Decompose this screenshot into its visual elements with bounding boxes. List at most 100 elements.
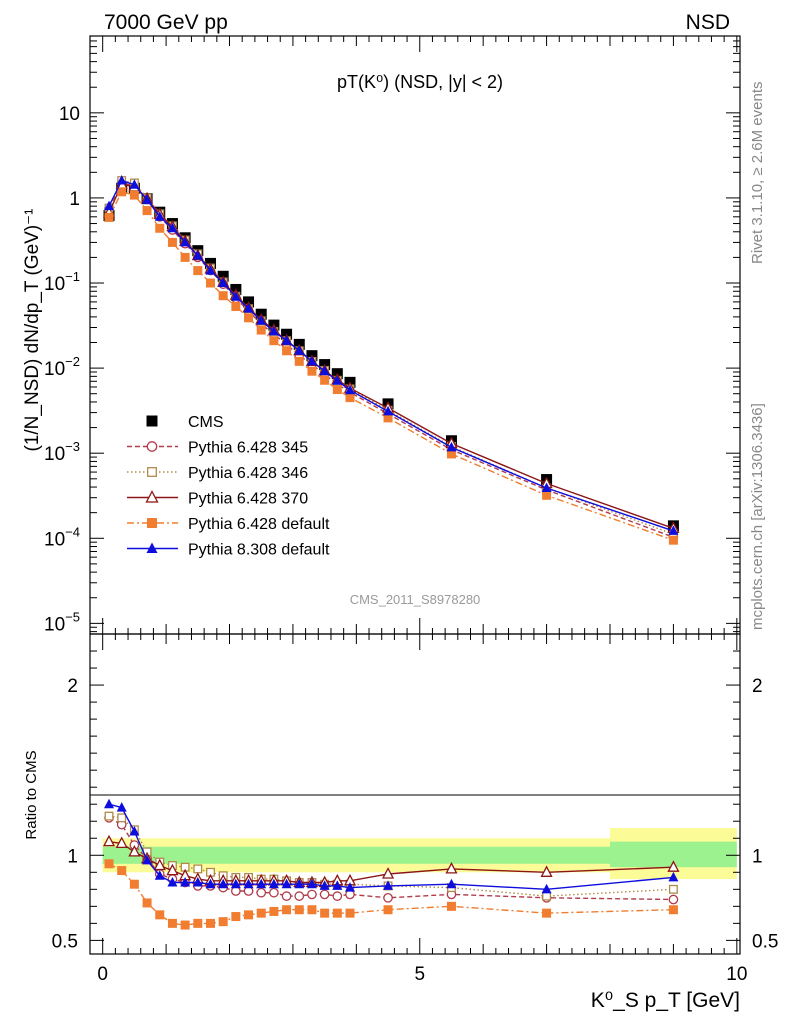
main-y-tick-label: 10	[59, 104, 80, 125]
ratio-data-point	[193, 864, 203, 874]
ratio-data-point	[383, 905, 393, 915]
main-data-point	[319, 365, 330, 376]
main-series-line	[108, 182, 674, 538]
main-data-point	[218, 277, 229, 288]
main-data-point	[167, 237, 177, 247]
main-data-point	[446, 449, 456, 459]
ratio-inner-band	[102, 846, 611, 864]
main-data-point	[116, 175, 127, 185]
ratio-data-point	[445, 861, 458, 874]
ratio-plot-area	[102, 798, 680, 930]
legend-marker	[146, 542, 158, 553]
main-data-point	[345, 384, 355, 395]
ratio-data-point	[307, 905, 317, 915]
ratio-data-point	[243, 878, 254, 889]
ratio-data-point	[128, 844, 141, 857]
legend-marker	[146, 415, 158, 427]
ratio-data-point	[104, 811, 114, 821]
main-data-point	[154, 211, 165, 221]
ratio-y-ticks: 2 2 1 1 0.5 0.5	[52, 650, 778, 952]
main-series-6	[104, 175, 679, 535]
ratio-data-point	[142, 898, 152, 908]
ratio-y-tick-label-right: 0.5	[752, 931, 778, 952]
ratio-data-point	[383, 892, 393, 903]
ratio-data-point	[180, 877, 191, 887]
main-data-point	[446, 441, 457, 452]
main-series-3	[104, 176, 678, 539]
ratio-data-point	[281, 878, 292, 889]
main-data-point	[244, 313, 254, 323]
ratio-data-point	[155, 910, 165, 920]
main-data-point	[541, 482, 552, 492]
ratio-data-point	[167, 918, 177, 928]
ratio-data-point	[256, 878, 267, 889]
analysis-id-label: CMS_2011_S8978280	[350, 592, 481, 607]
main-data-point	[332, 375, 343, 385]
main-data-point	[282, 346, 292, 356]
main-data-point	[383, 413, 393, 423]
ratio-data-point	[269, 906, 279, 916]
ratio-data-point	[104, 859, 114, 869]
main-data-point	[231, 301, 241, 311]
ratio-data-point	[542, 891, 552, 901]
header-left: 7000 GeV pp	[104, 11, 228, 34]
ratio-data-point	[166, 863, 179, 876]
main-data-point	[205, 265, 216, 275]
ratio-data-point	[192, 877, 203, 887]
ratio-data-point	[319, 889, 330, 900]
ratio-data-point	[104, 798, 115, 809]
main-y-tick-label: 10−2	[44, 354, 80, 380]
legend-label: Pythia 8.308 default	[188, 542, 330, 559]
legend-marker	[147, 518, 157, 528]
legend-label: Pythia 6.428 345	[188, 440, 308, 457]
ratio-data-point	[541, 883, 552, 894]
ratio-data-point	[446, 901, 456, 911]
main-data-point	[345, 393, 355, 403]
ratio-data-point	[668, 884, 678, 894]
ratio-data-point	[345, 908, 355, 918]
x-axis-label: K⁰_S p_T [GeV]	[591, 989, 740, 1012]
main-data-point	[281, 335, 292, 345]
ratio-data-point	[205, 918, 215, 928]
main-panel: 10 1 10−1 10−2 10−3 10−4 10−5 pT(K⁰) (NSD, |y|…	[22, 35, 741, 635]
ratio-frame	[89, 633, 741, 955]
main-data-point	[129, 179, 140, 189]
main-data-point	[542, 490, 552, 500]
ratio-panel: 2 2 1 1 0.5 0.5 0 5 10 Ratio to CMS K⁰_S p_T [G…	[23, 36, 778, 1012]
legend-label: CMS	[188, 414, 224, 431]
ratio-data-point	[332, 880, 343, 890]
ratio-data-point	[117, 813, 127, 823]
ratio-data-point	[446, 878, 457, 889]
main-data-point	[142, 194, 153, 204]
ratio-data-point	[668, 905, 678, 915]
ratio-data-point	[142, 854, 153, 865]
ratio-data-point	[180, 920, 190, 930]
main-data-point	[218, 291, 228, 301]
legend-marker	[146, 441, 158, 452]
main-data-point	[668, 535, 678, 545]
ratio-data-point	[230, 878, 241, 889]
ratio-data-point	[193, 918, 203, 928]
legend-label: Pythia 6.428 370	[188, 491, 308, 508]
ratio-data-point	[269, 887, 279, 898]
main-plot-area	[102, 175, 680, 545]
ratio-series-5	[104, 798, 679, 894]
main-data-point	[230, 291, 241, 301]
main-data-point	[205, 278, 215, 288]
header-right: NSD	[686, 11, 730, 34]
ratio-data-point	[345, 882, 355, 892]
main-y-tick-label: 10−4	[44, 524, 80, 550]
ratio-data-point	[231, 912, 241, 922]
main-data-point	[668, 525, 679, 535]
ratio-data-point	[256, 908, 266, 918]
ratio-y-tick-label-right: 1	[752, 846, 763, 867]
main-data-point	[117, 187, 127, 197]
main-data-point	[306, 355, 317, 366]
ratio-y-tick-label: 2	[67, 676, 78, 697]
main-y-tick-label: 1	[69, 189, 80, 210]
x-tick-label: 0	[97, 964, 108, 985]
ratio-data-point	[153, 858, 166, 871]
ratio-data-point	[381, 867, 395, 879]
mcplots-source-note: mcplots.cern.ch [arXiv:1306.3436]	[749, 403, 766, 630]
ratio-data-point	[667, 860, 680, 872]
